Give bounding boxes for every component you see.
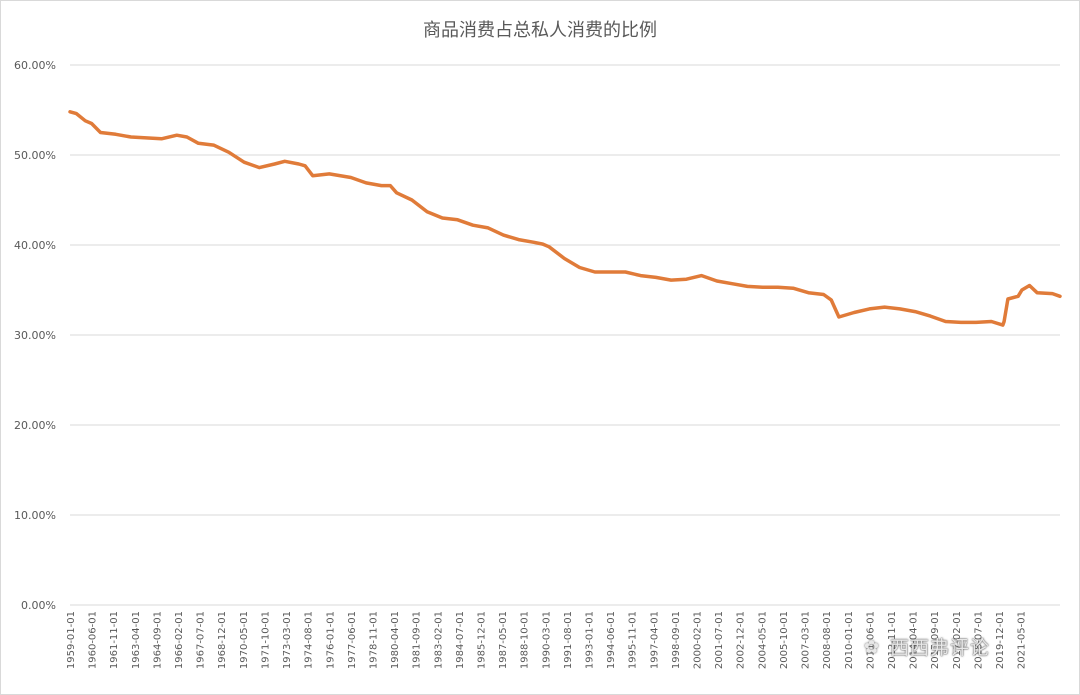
x-tick-label: 1977-06-01	[347, 611, 358, 669]
x-tick-label: 1968-12-01	[217, 611, 228, 669]
y-tick-label: 60.00%	[14, 59, 56, 72]
x-tick-label: 1974-08-01	[304, 611, 315, 669]
x-tick-label: 1976-01-01	[325, 611, 336, 669]
x-tick-label: 1963-04-01	[131, 611, 142, 669]
x-tick-label: 1960-06-01	[88, 611, 99, 669]
x-tick-label: 1959-01-01	[66, 611, 77, 669]
x-tick-label: 2010-01-01	[844, 611, 855, 669]
x-tick-label: 1961-11-01	[109, 611, 120, 669]
x-tick-label: 1967-07-01	[196, 611, 207, 669]
x-tick-label: 1980-04-01	[390, 611, 401, 669]
x-tick-label: 1983-02-01	[433, 611, 444, 669]
x-tick-label: 2000-02-01	[693, 611, 704, 669]
x-tick-label: 2014-04-01	[909, 611, 920, 669]
x-tick-label: 2015-09-01	[930, 611, 941, 669]
x-tick-label: 1971-10-01	[260, 611, 271, 669]
x-tick-label: 1973-03-01	[282, 611, 293, 669]
x-tick-label: 2011-06-01	[865, 611, 876, 669]
x-tick-label: 2004-05-01	[757, 611, 768, 669]
x-tick-label: 2001-07-01	[714, 611, 725, 669]
wechat-icon: ✿	[864, 637, 880, 658]
x-tick-label: 1966-02-01	[174, 611, 185, 669]
x-tick-label: 1997-04-01	[649, 611, 660, 669]
watermark: ✿ 西西弗评论	[862, 628, 1062, 668]
x-tick-label: 2002-12-01	[736, 611, 747, 669]
y-tick-label: 40.00%	[14, 239, 56, 252]
x-tick-label: 2021-05-01	[1017, 611, 1028, 669]
x-tick-label: 2018-07-01	[973, 611, 984, 669]
x-tick-label: 2019-12-01	[995, 611, 1006, 669]
x-tick-label: 2008-08-01	[822, 611, 833, 669]
x-tick-label: 1991-08-01	[563, 611, 574, 669]
x-tick-label: 1990-03-01	[541, 611, 552, 669]
x-tick-label: 2012-11-01	[887, 611, 898, 669]
y-tick-label: 30.00%	[14, 329, 56, 342]
x-tick-label: 1994-06-01	[606, 611, 617, 669]
x-tick-label: 2005-10-01	[779, 611, 790, 669]
watermark-text: 西西弗评论	[890, 637, 991, 659]
chart-title: 商品消费占总私人消费的比例	[423, 20, 657, 41]
x-tick-label: 1964-09-01	[152, 611, 163, 669]
x-tick-label: 1970-05-01	[239, 611, 250, 669]
x-tick-label: 1981-09-01	[412, 611, 423, 669]
x-tick-label: 1995-11-01	[628, 611, 639, 669]
x-tick-label: 1985-12-01	[476, 611, 487, 669]
y-tick-label: 0.00%	[21, 599, 56, 612]
y-tick-label: 20.00%	[14, 419, 56, 432]
x-tick-label: 1993-01-01	[585, 611, 596, 669]
x-tick-label: 1988-10-01	[520, 611, 531, 669]
x-tick-label: 1984-07-01	[455, 611, 466, 669]
x-tick-label: 1978-11-01	[368, 611, 379, 669]
y-tick-label: 50.00%	[14, 149, 56, 162]
x-tick-label: 2007-03-01	[801, 611, 812, 669]
x-tick-label: 1998-09-01	[671, 611, 682, 669]
x-tick-label: 1987-05-01	[498, 611, 509, 669]
x-tick-label: 2017-02-01	[952, 611, 963, 669]
y-tick-label: 10.00%	[14, 509, 56, 522]
series-line	[68, 110, 1062, 327]
